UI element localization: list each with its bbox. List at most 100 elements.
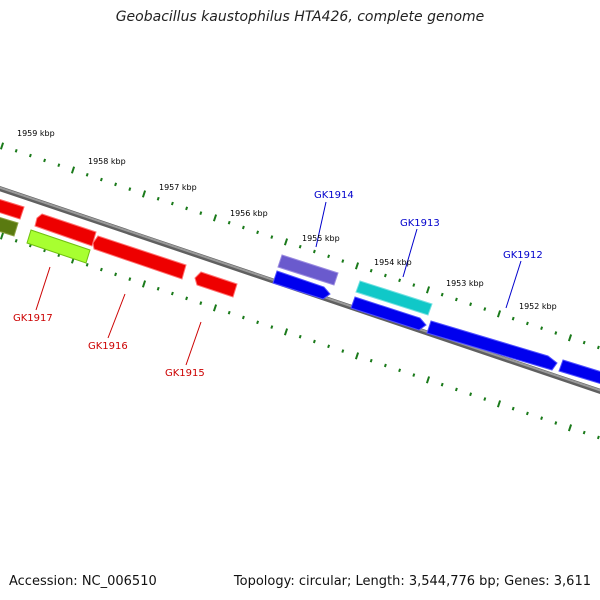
- outer-tick: [341, 259, 345, 263]
- outer-tick: [540, 326, 544, 331]
- gene-arrow-gk1917-upper[interactable]: [34, 213, 97, 247]
- outer-tick: [170, 201, 174, 206]
- leader-gk1915: [185, 321, 202, 366]
- outer-tick: [14, 148, 18, 153]
- outer-tick: [141, 190, 147, 198]
- leader-gk1916: [107, 293, 126, 339]
- gene-block-gk1914-purple[interactable]: [277, 254, 339, 286]
- inner-tick: [270, 325, 274, 329]
- inner-tick: [241, 315, 245, 320]
- kbp-label: 1957 kbp: [159, 183, 197, 192]
- gene-block-olive[interactable]: [0, 216, 19, 237]
- inner-tick: [0, 232, 5, 240]
- genome-title: Geobacillus kaustophilus HTA426, complet…: [115, 9, 485, 25]
- kbp-label: 1952 kbp: [519, 302, 557, 311]
- outer-tick: [596, 345, 600, 350]
- outer-tick: [212, 214, 218, 222]
- outer-tick: [199, 211, 203, 216]
- outer-tick: [241, 225, 245, 230]
- gene-arrow-gk1915[interactable]: [194, 271, 238, 298]
- outer-tick: [312, 249, 316, 254]
- inner-tick: [567, 424, 573, 432]
- inner-tick: [483, 397, 487, 401]
- outer-tick: [227, 220, 231, 225]
- kbp-label: 1956 kbp: [230, 209, 268, 218]
- gene-arrow-gk1913[interactable]: [350, 296, 427, 331]
- gene-arrow-gk1914[interactable]: [272, 270, 331, 300]
- leader-gk1914: [315, 201, 327, 248]
- inner-tick: [312, 339, 316, 344]
- outer-tick: [496, 310, 502, 318]
- inner-tick: [199, 301, 203, 306]
- outer-tick: [554, 331, 558, 335]
- inner-tick: [141, 280, 147, 288]
- inner-tick: [327, 344, 331, 349]
- gene-arrow-gk1916[interactable]: [92, 235, 187, 280]
- outer-tick: [0, 142, 5, 150]
- outer-tick: [156, 196, 160, 201]
- outer-tick: [398, 278, 402, 283]
- leader-gk1912: [505, 260, 522, 309]
- outer-tick: [57, 163, 61, 168]
- gene-block-lime[interactable]: [26, 229, 91, 264]
- outer-tick: [99, 177, 103, 182]
- gene-label-gk1914[interactable]: GK1914: [314, 190, 354, 201]
- inner-tick: [582, 430, 586, 435]
- inner-tick: [14, 238, 18, 243]
- outer-tick: [114, 182, 118, 187]
- inner-tick: [227, 310, 231, 315]
- gene-label-gk1912[interactable]: GK1912: [503, 250, 543, 261]
- inner-tick: [212, 304, 218, 312]
- gene-label-gk1916[interactable]: GK1916: [88, 341, 128, 352]
- kbp-label: 1955 kbp: [302, 234, 340, 243]
- inner-tick: [298, 334, 302, 339]
- outer-tick: [412, 283, 416, 287]
- outer-tick: [70, 166, 76, 174]
- inner-tick: [525, 411, 529, 416]
- outer-tick: [483, 307, 487, 311]
- inner-tick: [156, 286, 160, 291]
- kbp-label: 1958 kbp: [88, 157, 126, 166]
- outer-tick: [469, 302, 473, 307]
- gene-label-gk1913[interactable]: GK1913: [400, 218, 440, 229]
- outer-tick: [354, 262, 360, 270]
- inner-tick: [412, 373, 416, 377]
- inner-tick: [454, 387, 458, 392]
- inner-tick: [85, 262, 89, 267]
- inner-tick: [170, 291, 174, 296]
- inner-tick: [383, 363, 387, 368]
- inner-tick: [440, 382, 444, 387]
- gene-block-gk1913-cyan[interactable]: [355, 280, 433, 316]
- inner-tick: [283, 328, 289, 336]
- accession-text: Accession: NC_006510: [9, 574, 157, 589]
- outer-tick: [256, 230, 260, 235]
- inner-tick: [256, 320, 260, 325]
- outer-tick: [283, 238, 289, 246]
- tick-tracks: [0, 142, 600, 440]
- outer-tick: [85, 172, 89, 177]
- inner-tick: [185, 296, 189, 301]
- outer-tick: [128, 187, 132, 192]
- outer-tick: [270, 235, 274, 239]
- genome-stats-text: Topology: circular; Length: 3,544,776 bp…: [233, 574, 591, 589]
- outer-tick: [440, 292, 444, 297]
- inner-tick: [469, 392, 473, 397]
- inner-tick: [596, 435, 600, 440]
- outer-tick: [43, 158, 47, 163]
- gene-arrow-gk1912[interactable]: [426, 320, 558, 371]
- inner-tick: [369, 358, 373, 363]
- outer-tick: [327, 254, 331, 259]
- inner-tick: [398, 368, 402, 373]
- outer-tick: [369, 268, 373, 273]
- inner-tick: [114, 272, 118, 277]
- outer-tick: [383, 273, 387, 278]
- gene-arrow-gk1918[interactable]: [0, 198, 25, 220]
- gene-arrow-gk1911[interactable]: [558, 359, 600, 385]
- gene-label-gk1915[interactable]: GK1915: [165, 368, 205, 379]
- inner-tick: [425, 376, 431, 384]
- kbp-label: 1959 kbp: [17, 129, 55, 138]
- gene-label-gk1917[interactable]: GK1917: [13, 313, 53, 324]
- outer-tick: [525, 321, 529, 326]
- inner-tick: [554, 421, 558, 425]
